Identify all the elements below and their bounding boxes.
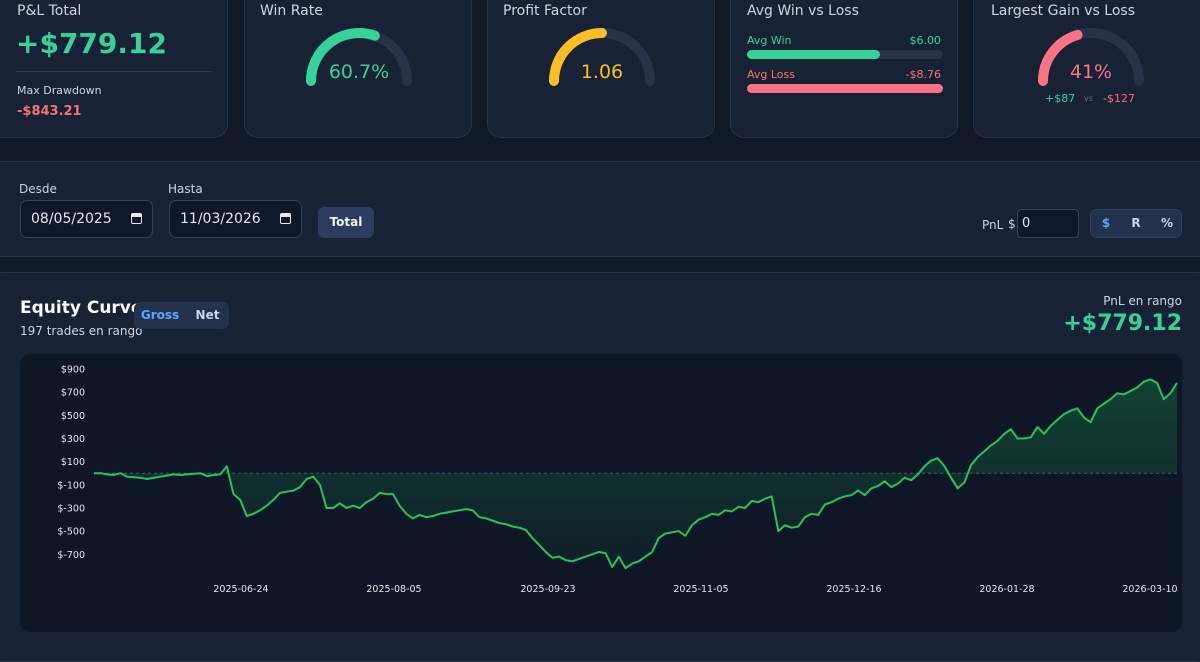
- gross-button[interactable]: Gross: [140, 308, 180, 322]
- equity-chart: $900 $700 $500 $300 $100 $-100 $-300 $-500 $-700…: [57, 364, 1178, 595]
- avg-win-bar-fill: [747, 50, 881, 59]
- y-tick-label: $900: [61, 364, 85, 375]
- y-tick-label: $300: [61, 434, 85, 445]
- equity-curve-title: Equity Curve: [20, 298, 143, 318]
- y-tick-label: $-300: [57, 503, 85, 514]
- x-tick-label: 2025-11-05: [673, 584, 728, 595]
- calendar-icon[interactable]: [280, 213, 291, 224]
- from-date-input[interactable]: 08/05/2025: [20, 200, 153, 238]
- calendar-icon[interactable]: [131, 213, 142, 224]
- y-tick-label: $500: [61, 411, 85, 422]
- x-tick-label: 2026-01-28: [979, 584, 1034, 595]
- y-tick-label: $700: [61, 388, 85, 399]
- profit-factor-card: Profit Factor 1.06: [487, 0, 715, 138]
- from-date-value: 08/05/2025: [31, 211, 112, 227]
- x-axis-ticks: 2025-06-24 2025-08-05 2025-09-23 2025-11-05…: [213, 584, 1177, 595]
- largest-gain-loss-card: Largest Gain vs Loss 41% +$87 vs -$127: [973, 0, 1200, 138]
- largest-gain-loss-gauge: [1038, 28, 1144, 86]
- win-rate-title: Win Rate: [260, 3, 323, 19]
- to-date-label: Hasta: [168, 182, 203, 196]
- pl-total-title: P&L Total: [17, 3, 82, 19]
- trades-count: 197 trades en rango: [20, 324, 143, 338]
- x-tick-label: 2025-12-16: [826, 584, 881, 595]
- unit-r-button[interactable]: R: [1131, 216, 1141, 230]
- pnl-currency-symbol: $: [1008, 217, 1016, 231]
- unit-dollar-button[interactable]: $: [1101, 216, 1111, 230]
- profit-factor-gauge: [549, 28, 655, 86]
- pnl-range-value: +$779.12: [1063, 311, 1182, 336]
- largest-gain-loss-title: Largest Gain vs Loss: [991, 3, 1135, 19]
- max-drawdown-value: -$843.21: [17, 104, 82, 119]
- avg-win-bar: [747, 50, 943, 59]
- pnl-range-label: PnL en rango: [1103, 294, 1182, 308]
- avg-win-loss-title: Avg Win vs Loss: [747, 3, 859, 19]
- pnl-unit-toggle: $ R %: [1090, 209, 1182, 238]
- total-button[interactable]: Total: [318, 207, 374, 238]
- win-rate-gauge-fill: [306, 28, 380, 86]
- x-tick-label: 2025-09-23: [520, 584, 575, 595]
- y-axis-ticks: $900 $700 $500 $300 $100 $-100 $-300 $-500 $-700: [57, 364, 85, 560]
- profit-factor-gauge-fill: [549, 28, 607, 86]
- vs-label: vs: [1084, 94, 1093, 103]
- win-rate-gauge: [306, 28, 412, 86]
- avg-loss-value: -$8.76: [905, 68, 941, 81]
- equity-line: [94, 378, 1178, 570]
- net-button[interactable]: Net: [195, 308, 220, 322]
- avg-win-loss-card: Avg Win vs Loss Avg Win $6.00 Avg Loss -…: [730, 0, 958, 138]
- avg-loss-bar-fill: [747, 84, 943, 93]
- to-date-value: 11/03/2026: [180, 211, 261, 227]
- largest-loss-value: -$127: [1103, 92, 1135, 105]
- max-drawdown-label: Max Drawdown: [17, 84, 102, 97]
- avg-win-label: Avg Win: [747, 34, 792, 47]
- profit-factor-title: Profit Factor: [503, 3, 587, 19]
- date-filter-bar: Desde 08/05/2025 Hasta 11/03/2026 Total …: [0, 161, 1200, 257]
- equity-area: [94, 379, 1177, 569]
- avg-loss-bar: [747, 84, 943, 93]
- y-tick-label: $-500: [57, 527, 85, 538]
- avg-win-value: $6.00: [909, 34, 942, 47]
- largest-gain-loss-gauge-fill: [1038, 29, 1083, 86]
- from-date-label: Desde: [19, 182, 57, 196]
- pnl-filter-label: PnL: [982, 218, 1004, 232]
- win-rate-value: 60.7%: [328, 61, 390, 83]
- y-tick-label: $-700: [57, 550, 85, 561]
- pl-total-value: +$779.12: [16, 27, 167, 60]
- unit-percent-button[interactable]: %: [1160, 216, 1174, 230]
- profit-factor-value: 1.06: [580, 61, 624, 83]
- y-tick-label: $-100: [57, 480, 85, 491]
- equity-chart-panel: $900 $700 $500 $300 $100 $-100 $-300 $-500 $-700…: [20, 354, 1182, 632]
- to-date-input[interactable]: 11/03/2026: [169, 200, 302, 238]
- x-tick-label: 2025-06-24: [213, 584, 268, 595]
- gross-net-toggle: Gross Net: [134, 302, 229, 329]
- x-tick-label: 2025-08-05: [366, 584, 421, 595]
- pnl-filter-input[interactable]: 0: [1017, 209, 1079, 238]
- largest-gain-value: +$87: [1045, 92, 1076, 105]
- y-tick-label: $100: [61, 457, 85, 468]
- pl-divider: [16, 71, 212, 72]
- win-rate-card: Win Rate 60.7%: [244, 0, 472, 138]
- largest-gain-loss-value: 41%: [1069, 61, 1113, 83]
- avg-loss-label: Avg Loss: [747, 68, 795, 81]
- pl-total-card: P&L Total +$779.12 Max Drawdown -$843.21: [0, 0, 228, 138]
- x-tick-label: 2026-03-10: [1122, 584, 1177, 595]
